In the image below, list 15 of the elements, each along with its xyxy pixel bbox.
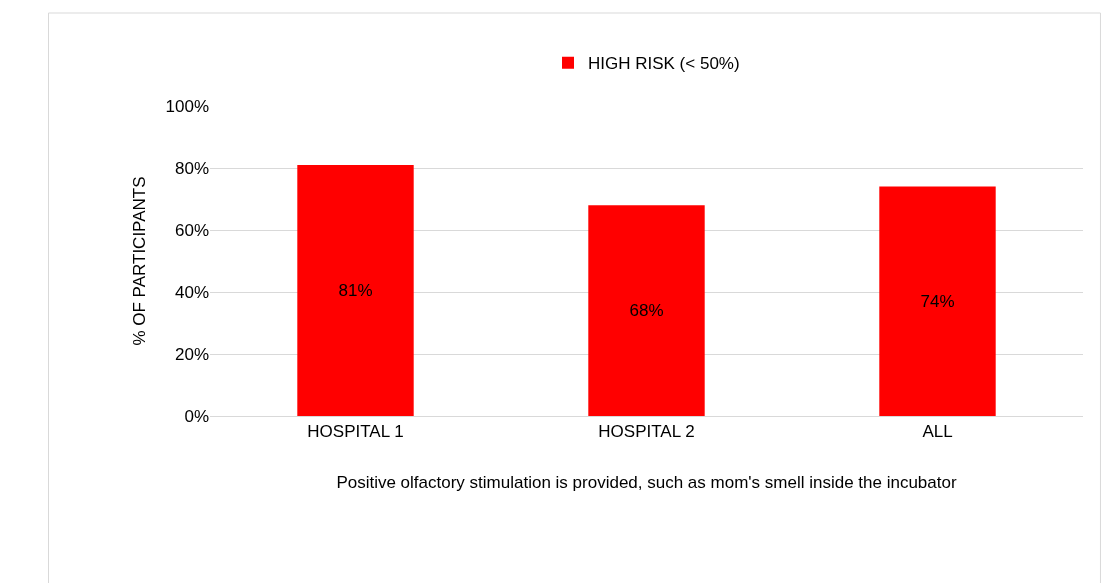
x-axis-title: Positive olfactory stimulation is provided, such as mom's smell inside the incubator	[336, 472, 957, 492]
x-tick-label: ALL	[922, 422, 953, 442]
data-label: 81%	[338, 280, 373, 300]
y-axis-title: % OF PARTICIPANTS	[130, 176, 150, 346]
y-tick-label: 100%	[165, 96, 209, 116]
y-tick-label: 20%	[174, 344, 209, 364]
y-tick-label: 60%	[174, 220, 209, 240]
legend-label: HIGH RISK (< 50%)	[588, 54, 740, 74]
data-label: 68%	[629, 301, 664, 321]
data-label: 74%	[920, 291, 955, 311]
x-tick-label: HOSPITAL 2	[598, 422, 695, 442]
y-tick-label: 80%	[174, 158, 209, 178]
y-tick-label: 40%	[174, 282, 209, 302]
x-tick-label: HOSPITAL 1	[307, 422, 404, 442]
y-tick-label: 0%	[184, 406, 209, 426]
